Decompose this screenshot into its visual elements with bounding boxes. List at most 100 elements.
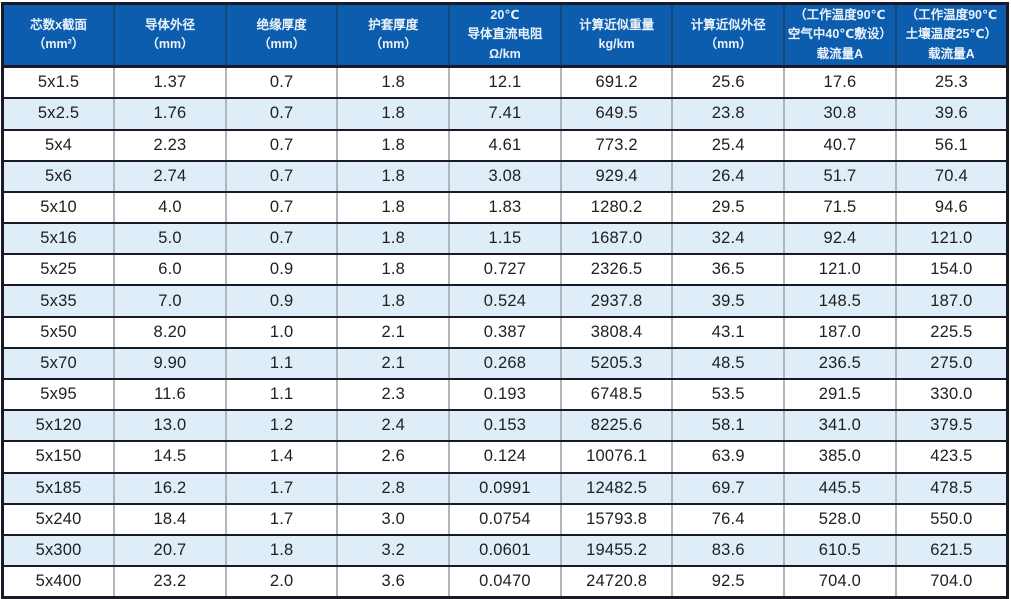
table-row: 5x4 2.23 0.7 1.8 4.61 773.2 25.4 40.7 56.1 — [1, 128, 1009, 162]
cell-approx-od: 43.1 — [671, 315, 786, 349]
cell-ampacity-soil: 275.0 — [894, 346, 1009, 381]
cell-ampacity-air: 40.7 — [783, 128, 897, 162]
cell-approx-od: 63.9 — [671, 440, 786, 474]
cell-approx-weight: 15793.8 — [559, 502, 674, 536]
cell-ampacity-soil: 154.0 — [894, 253, 1009, 287]
table-row: 5x1.5 1.37 0.7 1.8 12.1 691.2 25.6 17.6 25.3 — [1, 65, 1009, 100]
cell-core-size: 5x25 — [1, 253, 116, 287]
cell-sheath-thickness: 2.1 — [336, 346, 451, 381]
cell-core-size: 5x120 — [1, 409, 116, 443]
cell-ampacity-air: 148.5 — [783, 284, 897, 318]
cell-approx-od: 25.4 — [671, 128, 786, 162]
cell-dc-resistance: 4.61 — [448, 128, 562, 162]
cell-conductor-od: 2.74 — [113, 159, 227, 193]
column-header-dc-resistance: 20℃ 导体直流电阻 Ω/km — [448, 1, 562, 69]
cell-approx-od: 29.5 — [671, 190, 786, 225]
cell-approx-od: 23.8 — [671, 97, 786, 131]
cell-sheath-thickness: 2.3 — [336, 377, 451, 412]
cell-ampacity-soil: 330.0 — [894, 377, 1009, 412]
column-header-ampacity-air: （工作温度90℃ 空气中40℃敷设） 载流量A — [783, 1, 897, 69]
cell-dc-resistance: 0.0470 — [448, 565, 562, 599]
cell-approx-weight: 3808.4 — [559, 315, 674, 349]
cell-approx-od: 39.5 — [671, 284, 786, 318]
cell-approx-weight: 12482.5 — [559, 471, 674, 505]
cell-approx-weight: 2326.5 — [559, 253, 674, 287]
cell-dc-resistance: 1.83 — [448, 190, 562, 225]
cell-sheath-thickness: 1.8 — [336, 97, 451, 131]
cell-insulation-thickness: 0.7 — [224, 222, 339, 256]
table-row: 5x25 6.0 0.9 1.8 0.727 2326.5 36.5 121.0 154.0 — [1, 253, 1009, 287]
cell-insulation-thickness: 1.8 — [224, 533, 339, 568]
cell-conductor-od: 4.0 — [113, 190, 227, 225]
cell-core-size: 5x6 — [1, 159, 116, 193]
cell-approx-weight: 19455.2 — [559, 533, 674, 568]
cell-conductor-od: 18.4 — [113, 502, 227, 536]
cell-ampacity-air: 445.5 — [783, 471, 897, 505]
cell-ampacity-soil: 550.0 — [894, 502, 1009, 536]
cell-insulation-thickness: 0.7 — [224, 128, 339, 162]
cell-conductor-od: 9.90 — [113, 346, 227, 381]
column-header-core-size: 芯数x截面 （mm²） — [1, 1, 116, 69]
table-row: 5x300 20.7 1.8 3.2 0.0601 19455.2 83.6 610.5 621… — [1, 533, 1009, 568]
cell-approx-od: 76.4 — [671, 502, 786, 536]
table-row: 5x95 11.6 1.1 2.3 0.193 6748.5 53.5 291.5 330.0 — [1, 377, 1009, 412]
cell-approx-weight: 24720.8 — [559, 565, 674, 599]
cell-approx-weight: 5205.3 — [559, 346, 674, 381]
cell-conductor-od: 20.7 — [113, 533, 227, 568]
cell-core-size: 5x70 — [1, 346, 116, 381]
cell-ampacity-air: 30.8 — [783, 97, 897, 131]
table-row: 5x35 7.0 0.9 1.8 0.524 2937.8 39.5 148.5 187.0 — [1, 284, 1009, 318]
cell-ampacity-air: 610.5 — [783, 533, 897, 568]
cell-approx-weight: 1280.2 — [559, 190, 674, 225]
cell-ampacity-air: 291.5 — [783, 377, 897, 412]
cell-dc-resistance: 12.1 — [448, 65, 562, 100]
cell-insulation-thickness: 0.7 — [224, 159, 339, 193]
cell-dc-resistance: 0.727 — [448, 253, 562, 287]
cell-core-size: 5x1.5 — [1, 65, 116, 100]
cell-ampacity-soil: 225.5 — [894, 315, 1009, 349]
cell-ampacity-soil: 25.3 — [894, 65, 1009, 100]
cell-approx-od: 25.6 — [671, 65, 786, 100]
cell-conductor-od: 5.0 — [113, 222, 227, 256]
cell-dc-resistance: 0.387 — [448, 315, 562, 349]
cell-approx-od: 26.4 — [671, 159, 786, 193]
cell-approx-od: 32.4 — [671, 222, 786, 256]
cell-ampacity-soil: 121.0 — [894, 222, 1009, 256]
table-row: 5x185 16.2 1.7 2.8 0.0991 12482.5 69.7 445.5 478… — [1, 471, 1009, 505]
table-header: 芯数x截面 （mm²） 导体外径 （mm） 绝缘厚度 （mm） 护套厚度 （mm… — [1, 1, 1009, 69]
cell-core-size: 5x400 — [1, 565, 116, 599]
cell-insulation-thickness: 0.7 — [224, 190, 339, 225]
cell-core-size: 5x2.5 — [1, 97, 116, 131]
cell-sheath-thickness: 2.4 — [336, 409, 451, 443]
cell-insulation-thickness: 1.1 — [224, 377, 339, 412]
cell-dc-resistance: 1.15 — [448, 222, 562, 256]
cell-insulation-thickness: 0.9 — [224, 253, 339, 287]
cell-dc-resistance: 0.0601 — [448, 533, 562, 568]
cell-approx-od: 48.5 — [671, 346, 786, 381]
cell-dc-resistance: 0.0754 — [448, 502, 562, 536]
cell-insulation-thickness: 1.4 — [224, 440, 339, 474]
cell-ampacity-air: 92.4 — [783, 222, 897, 256]
cell-conductor-od: 23.2 — [113, 565, 227, 599]
cell-sheath-thickness: 1.8 — [336, 253, 451, 287]
cell-insulation-thickness: 0.7 — [224, 97, 339, 131]
cell-dc-resistance: 0.524 — [448, 284, 562, 318]
table-row: 5x150 14.5 1.4 2.6 0.124 10076.1 63.9 385.0 423.… — [1, 440, 1009, 474]
table-row: 5x400 23.2 2.0 3.6 0.0470 24720.8 92.5 704.0 704… — [1, 565, 1009, 599]
column-header-sheath-thickness: 护套厚度 （mm） — [336, 1, 451, 69]
cell-ampacity-air: 385.0 — [783, 440, 897, 474]
cell-sheath-thickness: 2.6 — [336, 440, 451, 474]
cell-ampacity-air: 51.7 — [783, 159, 897, 193]
cell-insulation-thickness: 1.2 — [224, 409, 339, 443]
cell-ampacity-soil: 94.6 — [894, 190, 1009, 225]
cell-conductor-od: 2.23 — [113, 128, 227, 162]
cell-ampacity-soil: 478.5 — [894, 471, 1009, 505]
table-row: 5x240 18.4 1.7 3.0 0.0754 15793.8 76.4 528.0 550… — [1, 502, 1009, 536]
cell-conductor-od: 1.37 — [113, 65, 227, 100]
cell-sheath-thickness: 1.8 — [336, 65, 451, 100]
cell-approx-weight: 649.5 — [559, 97, 674, 131]
cell-approx-od: 83.6 — [671, 533, 786, 568]
cell-dc-resistance: 0.193 — [448, 377, 562, 412]
cell-dc-resistance: 3.08 — [448, 159, 562, 193]
